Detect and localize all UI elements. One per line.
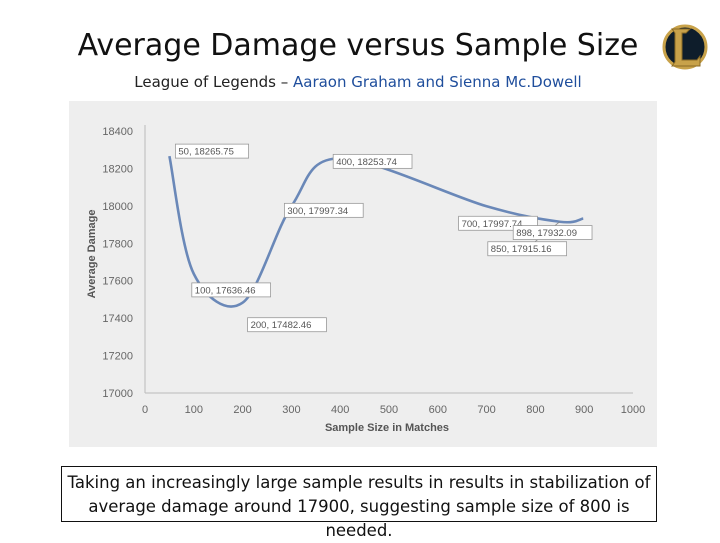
- data-label-box: [332, 153, 413, 169]
- league-of-legends-logo-icon: [662, 24, 708, 70]
- data-label-box: [283, 202, 364, 218]
- y-tick-label: 17600: [102, 276, 133, 288]
- y-tick-label: 17400: [102, 313, 133, 325]
- x-tick-label: 900: [575, 404, 593, 416]
- data-label: 300, 17997.34: [287, 206, 348, 217]
- logo-letter-l: [671, 28, 701, 67]
- data-label: 100, 17636.46: [195, 285, 256, 296]
- data-label-layer: 50, 18265.75 100, 17636.46 200, 17482.46 30…: [175, 143, 593, 333]
- x-tick-label: 500: [380, 404, 398, 416]
- caption-box: Taking an increasingly large sample resu…: [61, 466, 657, 540]
- y-tick-label: 17200: [102, 351, 133, 363]
- data-label: 898, 17932.09: [516, 228, 577, 239]
- data-label: 850, 17915.16: [491, 244, 552, 255]
- data-label-box: [487, 241, 567, 257]
- y-tick-label: 17000: [102, 388, 133, 400]
- subtitle-prefix: League of Legends –: [134, 73, 293, 91]
- x-tick-label: 700: [477, 404, 495, 416]
- page-subtitle: League of Legends – Aaraon Graham and Si…: [0, 73, 716, 91]
- y-tick-label: 17800: [102, 238, 133, 250]
- data-label-box: [247, 317, 327, 333]
- y-axis-label: Average Damage: [86, 210, 98, 299]
- page-title: Average Damage versus Sample Size: [77, 28, 639, 63]
- data-label: 400, 18253.74: [336, 157, 397, 168]
- axes: 17000 17200 17400 17600 17800 18000 18200 18400…: [102, 125, 645, 416]
- x-tick-label: 600: [429, 404, 447, 416]
- x-axis-label: Sample Size in Matches: [325, 422, 449, 434]
- subtitle-authors: Aaraon Graham and Sienna Mc.Dowell: [292, 73, 582, 91]
- data-label: 200, 17482.46: [251, 320, 312, 331]
- line-chart: 17000 17200 17400 17600 17800 18000 18200 18400…: [86, 125, 645, 434]
- x-tick-label: 100: [185, 404, 203, 416]
- x-tick-label: 800: [526, 404, 544, 416]
- data-label: 50, 18265.75: [178, 147, 233, 158]
- series-line-layer: [168, 155, 584, 308]
- x-tick-label: 300: [282, 404, 300, 416]
- x-tick-label: 400: [331, 404, 349, 416]
- y-tick-label: 18400: [102, 126, 133, 138]
- data-label-box: [191, 282, 272, 298]
- chart-panel: 17000 17200 17400 17600 17800 18000 18200 18400…: [69, 101, 657, 447]
- y-tick-label: 18200: [102, 163, 133, 175]
- data-label-box: [175, 143, 249, 159]
- x-tick-label: 0: [142, 404, 148, 416]
- x-tick-label: 1000: [621, 404, 645, 416]
- data-label-box: [512, 225, 593, 240]
- data-label: 700, 17997.74: [462, 219, 523, 230]
- x-tick-label: 200: [233, 404, 251, 416]
- y-tick-label: 18000: [102, 201, 133, 213]
- series-line: [168, 155, 584, 308]
